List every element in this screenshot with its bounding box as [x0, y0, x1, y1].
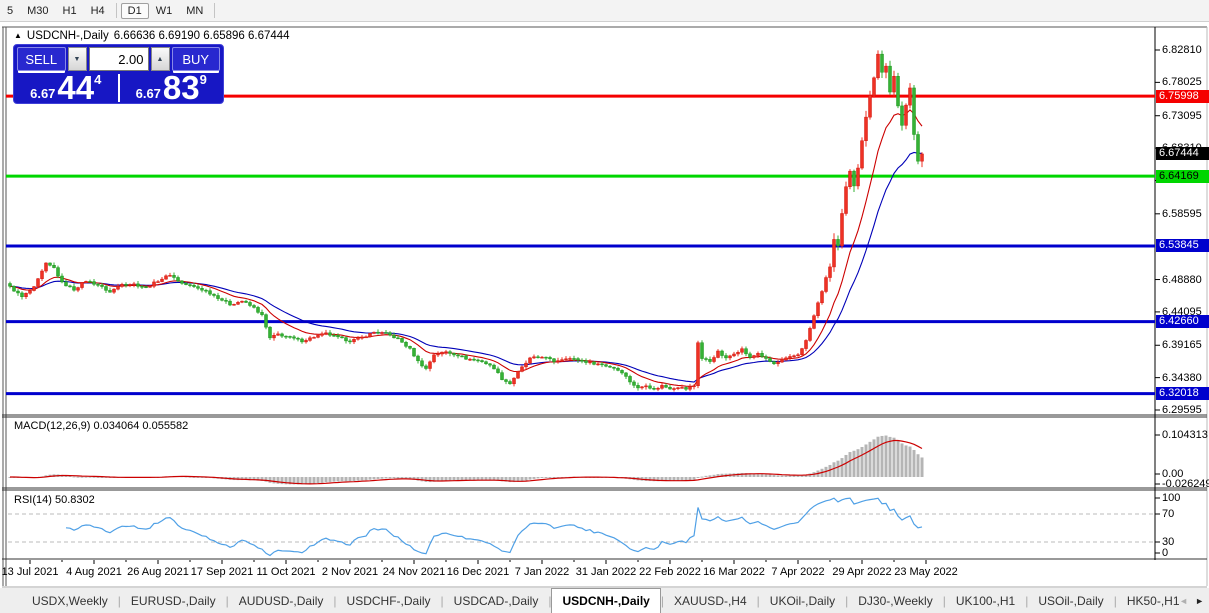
one-click-trading-panel: SELL ▼ 2.00 ▲ BUY 6.67 44 4 6.67 83 9 [13, 44, 224, 104]
price-tick-label: 6.34380 [1162, 371, 1202, 384]
price-level-label: 6.42660 [1156, 315, 1209, 329]
toolbar-separator [115, 3, 117, 18]
price-level-label: 6.75998 [1156, 89, 1209, 103]
rsi-tick-label: 100 [1162, 492, 1181, 504]
date-tick-label: 23 May 2022 [894, 566, 958, 578]
macd-tick-label: 0.104313 [1162, 429, 1208, 441]
timeframe-button-m30[interactable]: M30 [27, 4, 49, 17]
date-tick-label: 16 Mar 2022 [703, 566, 765, 578]
tab-xauusd-h4[interactable]: XAUUSD-,H4 [673, 593, 747, 608]
timeframe-button-w1[interactable]: W1 [155, 4, 173, 17]
tab-separator: | [1025, 593, 1029, 608]
date-tick-label: 13 Jul 2021 [1, 566, 59, 578]
rsi-tick-label: 30 [1162, 536, 1175, 548]
date-tick-label: 4 Aug 2021 [66, 566, 122, 578]
sell-button[interactable]: SELL [17, 47, 66, 71]
date-tick-label: 29 Apr 2022 [832, 566, 892, 578]
date-tick-label: 24 Nov 2021 [382, 566, 446, 578]
date-tick-label: 16 Dec 2021 [446, 566, 510, 578]
timeframe-button-d1[interactable]: D1 [120, 2, 149, 19]
sell-price[interactable]: 6.67 44 4 [14, 69, 120, 107]
tabs-scroll-right-icon[interactable]: ► [1195, 595, 1204, 606]
tab-hk50-h1[interactable]: HK50-,H1 [1126, 593, 1180, 608]
macd-tick-label: 0.00 [1162, 468, 1184, 480]
date-tick-label: 7 Jan 2022 [514, 566, 570, 578]
toolbar-separator [214, 3, 216, 18]
chart-tabs: USDX,Weekly | EURUSD-,Daily | AUDUSD-,Daily |… [0, 588, 1209, 613]
tab-separator: | [756, 593, 760, 608]
price-tick-label: 6.29595 [1162, 403, 1202, 416]
chevron-down-icon: ▼ [73, 55, 81, 63]
rsi-indicator-label: RSI(14) 50.8302 [14, 494, 95, 506]
price-tick-label: 6.39165 [1162, 339, 1202, 352]
sell-price-pip: 4 [94, 72, 102, 87]
tab-separator: | [225, 593, 229, 608]
tab-separator: | [548, 593, 552, 608]
date-tick-label: 11 Oct 2021 [256, 566, 316, 578]
rsi-tick-label: 0 [1162, 547, 1169, 559]
chevron-up-icon: ▲ [156, 55, 164, 63]
price-level-label: 6.67444 [1156, 147, 1209, 161]
tab-usoil-daily[interactable]: USOil-,Daily [1038, 593, 1104, 608]
date-tick-label: 17 Sep 2021 [190, 566, 254, 578]
date-tick-label: 2 Nov 2021 [321, 566, 379, 578]
macd-indicator-label: MACD(12,26,9) 0.034064 0.055582 [14, 420, 189, 432]
price-tick-label: 6.48880 [1162, 273, 1202, 286]
sell-price-main: 44 [57, 69, 95, 107]
buy-button[interactable]: BUY [171, 47, 220, 71]
price-tick-label: 6.82810 [1162, 44, 1202, 56]
price-tick-label: 6.44095 [1162, 305, 1202, 318]
timeframe-button-h4[interactable]: H4 [90, 4, 105, 17]
sell-price-prefix: 6.67 [30, 85, 56, 101]
price-level-label: 6.53845 [1156, 239, 1209, 253]
tab-separator: | [1113, 593, 1117, 608]
tab-usdcad-daily[interactable]: USDCAD-,Daily [453, 593, 539, 608]
tab-usdcnh-daily[interactable]: USDCNH-,Daily [551, 588, 661, 613]
tab-audusd-daily[interactable]: AUDUSD-,Daily [238, 593, 324, 608]
tab-eurusd-daily[interactable]: EURUSD-,Daily [130, 593, 216, 608]
timeframe-toolbar: 5 M30 H1 H4 D1 W1 MN [0, 0, 1209, 22]
timeframe-button-mn[interactable]: MN [186, 4, 204, 17]
macd-tick-label: -0.026249 [1162, 478, 1209, 490]
tab-usdx-weekly[interactable]: USDX,Weekly [32, 593, 108, 608]
chart-ohlc-values: 6.66636 6.69190 6.65896 6.67444 [113, 30, 290, 42]
buy-price-pip: 9 [199, 72, 207, 87]
tab-usdchf-daily[interactable]: USDCHF-,Daily [346, 593, 431, 608]
tab-separator: | [440, 593, 444, 608]
buy-price-prefix: 6.67 [135, 85, 161, 101]
chart-title: ▲ USDCNH-,Daily 6.66636 6.69190 6.65896 … [14, 30, 290, 42]
volume-increase-button[interactable]: ▲ [150, 47, 170, 71]
price-level-label: 6.64169 [1156, 169, 1209, 183]
price-tick-label: 6.58595 [1162, 207, 1202, 220]
tabs-scroll-left-icon[interactable]: ◄ [1179, 595, 1189, 606]
timeframe-button-5[interactable]: 5 [7, 4, 14, 17]
volume-input[interactable]: 2.00 [88, 47, 149, 71]
date-tick-label: 22 Feb 2022 [639, 566, 701, 578]
tab-separator: | [117, 593, 121, 608]
tab-separator: | [333, 593, 337, 608]
date-tick-label: 31 Jan 2022 [575, 566, 637, 578]
tab-separator: | [660, 593, 664, 608]
volume-decrease-button[interactable]: ▼ [67, 47, 87, 71]
tab-dj30-weekly[interactable]: DJ30-,Weekly [858, 593, 933, 608]
date-tick-label: 7 Apr 2022 [771, 566, 825, 578]
timeframe-button-h1[interactable]: H1 [62, 4, 77, 17]
tab-separator: | [942, 593, 946, 608]
tab-separator: | [845, 593, 849, 608]
tab-uk100-h1[interactable]: UK100-,H1 [955, 593, 1016, 608]
price-tick-label: 6.73095 [1162, 109, 1202, 122]
tab-ukoil-daily[interactable]: UKOil-,Daily [769, 593, 836, 608]
price-tick-label: 6.78025 [1162, 76, 1202, 89]
chart-symbol-period: USDCNH-,Daily [26, 30, 109, 42]
rsi-tick-label: 70 [1162, 508, 1175, 520]
buy-price-main: 83 [162, 69, 200, 107]
date-tick-label: 26 Aug 2021 [127, 566, 189, 578]
price-level-label: 6.32018 [1156, 387, 1209, 401]
buy-price[interactable]: 6.67 83 9 [120, 69, 224, 107]
collapse-panel-icon[interactable]: ▲ [14, 31, 22, 40]
